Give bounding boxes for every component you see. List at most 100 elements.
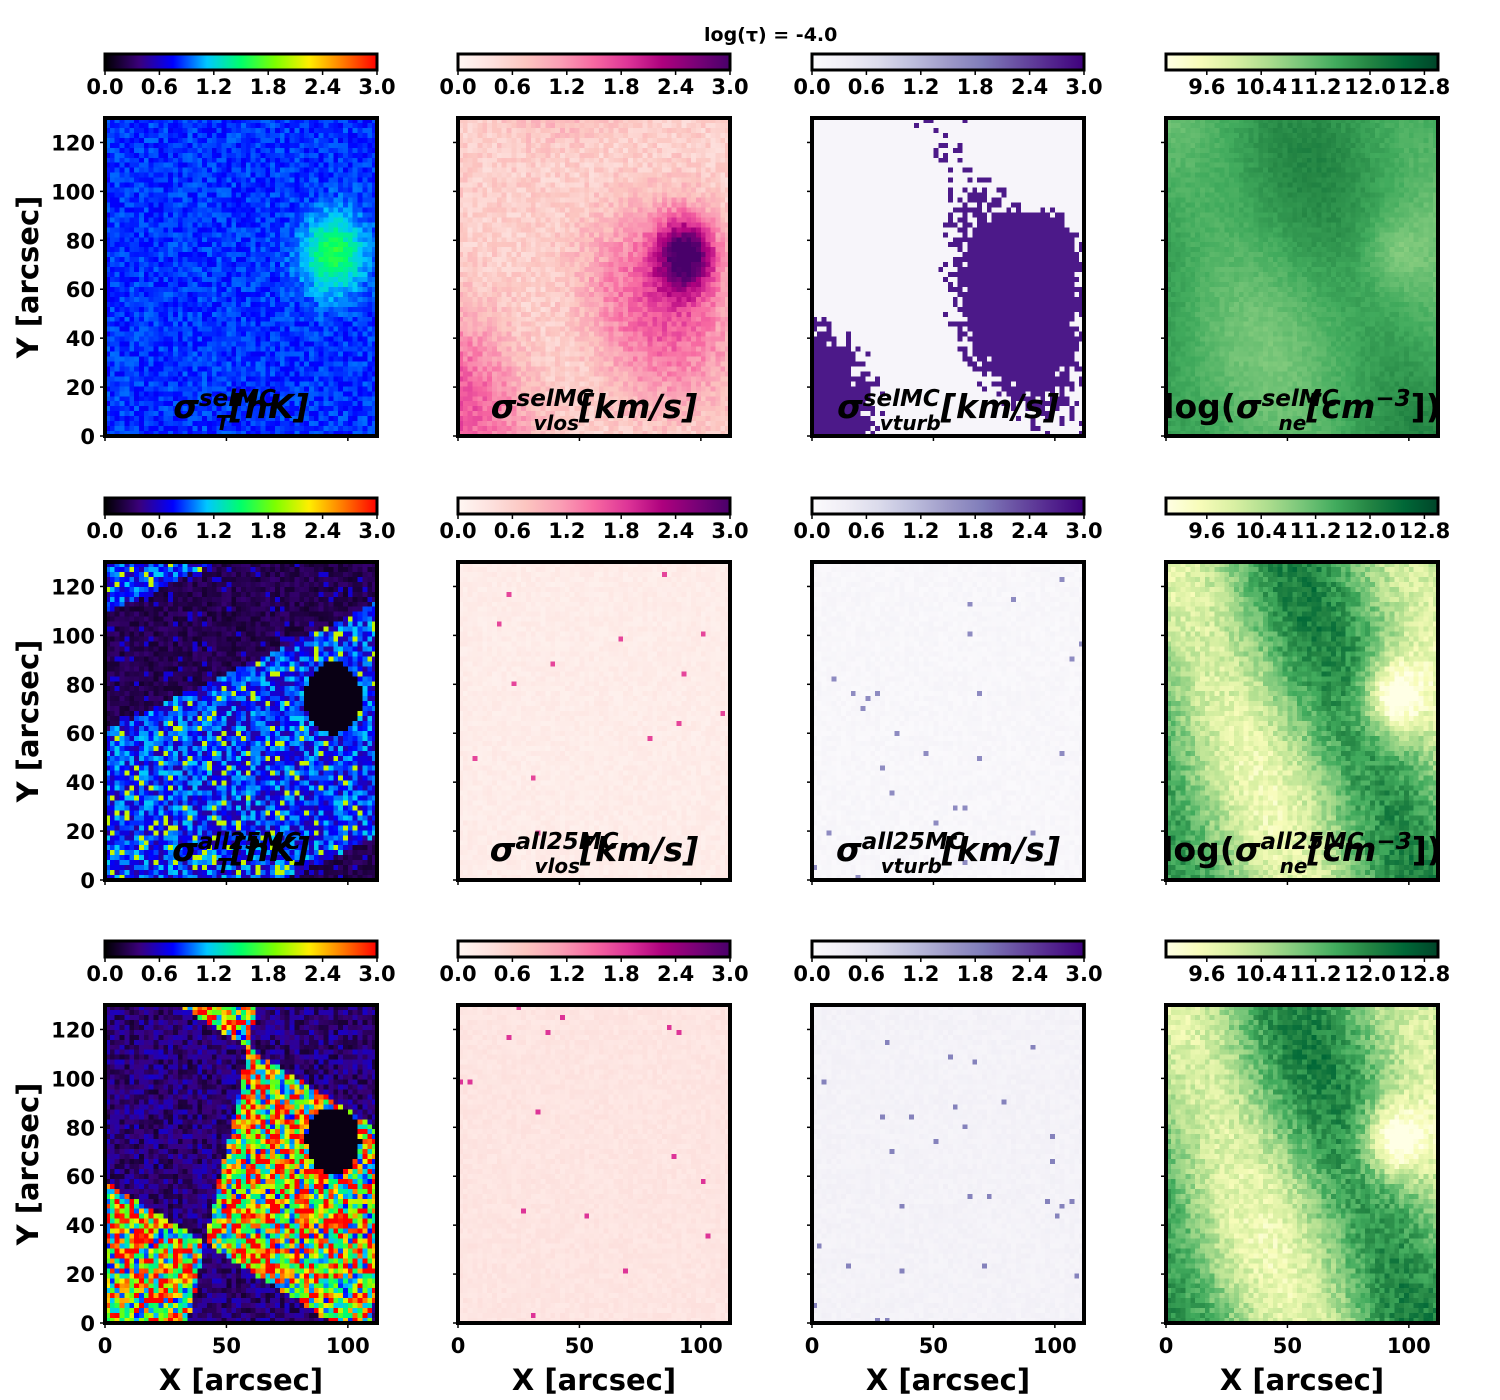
heatmap-cell [314,247,319,253]
heatmap-cell [241,242,246,248]
heatmap-cell [309,302,314,308]
heatmap-cell [260,163,265,169]
heatmap-cell [324,267,329,273]
heatmap-cell [338,143,343,149]
heatmap-cell [163,257,168,263]
heatmap-cell [290,247,295,253]
heatmap-cell [158,277,163,283]
heatmap-cell [202,322,207,328]
heatmap-cell [348,212,353,218]
heatmap-cell [358,222,363,228]
heatmap-cell [129,212,134,218]
heatmap-cell [197,178,202,184]
heatmap-cell [285,312,290,318]
heatmap-cell [294,252,299,258]
heatmap-cell [314,307,319,313]
heatmap-cell [260,297,265,303]
heatmap-cell [338,173,343,179]
heatmap-cell [319,366,324,372]
heatmap-cell [226,302,231,308]
heatmap-cell [358,232,363,238]
heatmap-cell [120,267,125,273]
heatmap-cell [192,143,197,149]
heatmap-cell [270,133,275,139]
heatmap-cell [115,347,120,353]
heatmap-cell [314,198,319,204]
heatmap-cell [290,252,295,258]
heatmap-cell [290,327,295,333]
heatmap-cell [168,202,173,208]
heatmap-cell [124,297,129,303]
heatmap-cell [154,173,159,179]
heatmap-cell [110,232,115,238]
heatmap-cell [333,222,338,228]
heatmap-cell [246,138,251,144]
heatmap-cell [124,188,129,194]
heatmap-cell [299,232,304,238]
heatmap-cell [309,247,314,253]
heatmap-cell [226,366,231,372]
heatmap-cell [129,138,134,144]
heatmap-cell [139,232,144,238]
heatmap-cell [294,158,299,164]
heatmap-cell [299,366,304,372]
heatmap-cell [251,178,256,184]
heatmap-cell [192,153,197,159]
heatmap-cell [314,357,319,363]
heatmap-cell [241,272,246,278]
heatmap-cell [294,222,299,228]
heatmap-cell [226,257,231,263]
heatmap-cell [231,193,236,199]
heatmap-cell [309,178,314,184]
heatmap-cell [192,272,197,278]
heatmap-cell [362,143,367,149]
heatmap-cell [299,143,304,149]
heatmap-cell [246,371,251,377]
heatmap-cell [139,153,144,159]
heatmap-cell [202,123,207,129]
heatmap-cell [333,232,338,238]
heatmap-cell [348,317,353,323]
heatmap-cell [168,133,173,139]
heatmap-cell [294,342,299,348]
heatmap-cell [144,202,149,208]
heatmap-cell [222,347,227,353]
heatmap-cell [197,361,202,367]
heatmap-cell [309,252,314,258]
heatmap-cell [183,178,188,184]
heatmap-cell [192,347,197,353]
heatmap-cell [124,242,129,248]
heatmap-cell [154,342,159,348]
heatmap-cell [280,227,285,233]
heatmap-cell [226,193,231,199]
heatmap-cell [149,148,154,154]
heatmap-cell [236,237,241,243]
heatmap-cell [241,262,246,268]
heatmap-cell [367,222,372,228]
heatmap-cell [285,267,290,273]
heatmap-cell [207,361,212,367]
heatmap-cell [328,202,333,208]
heatmap-cell [328,222,333,228]
heatmap-cell [280,168,285,174]
heatmap-cell [314,153,319,159]
heatmap-cell [299,217,304,223]
heatmap-cell [188,133,193,139]
heatmap-cell [192,317,197,323]
heatmap-cell [231,262,236,268]
heatmap-cell [338,332,343,338]
heatmap-cell [275,193,280,199]
heatmap-cell [212,297,217,303]
heatmap-cell [158,207,163,213]
heatmap-cell [183,138,188,144]
heatmap-cell [324,282,329,288]
heatmap-cell [217,158,222,164]
heatmap-cell [246,277,251,283]
heatmap-cell [222,342,227,348]
heatmap-cell [367,322,372,328]
heatmap-cell [120,337,125,343]
heatmap-cell [328,227,333,233]
heatmap-cell [309,168,314,174]
heatmap-cell [222,302,227,308]
heatmap-cell [144,287,149,293]
